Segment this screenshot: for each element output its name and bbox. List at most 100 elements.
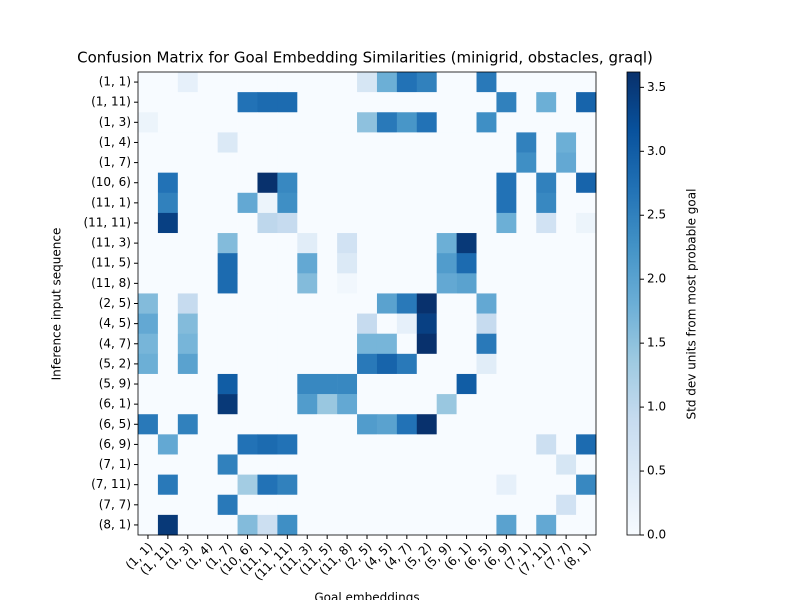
heatmap-cell xyxy=(396,92,418,113)
heatmap-cell xyxy=(297,514,318,536)
heatmap-cell xyxy=(396,353,418,375)
heatmap-cell xyxy=(257,333,278,355)
heatmap-cell xyxy=(496,273,517,294)
heatmap-cell xyxy=(157,132,179,153)
heatmap-cell xyxy=(138,394,159,415)
heatmap-cell xyxy=(317,474,338,496)
heatmap-cell xyxy=(556,132,577,153)
heatmap-cell xyxy=(556,192,577,214)
colorbar-tick-label: 3.0 xyxy=(647,144,666,158)
heatmap-cell xyxy=(157,233,179,254)
heatmap-cell xyxy=(317,293,338,314)
heatmap-cell xyxy=(476,192,497,214)
heatmap-cell xyxy=(297,373,318,395)
heatmap-cell xyxy=(317,233,338,254)
heatmap-cell xyxy=(416,313,437,334)
heatmap-cell xyxy=(516,454,537,475)
heatmap-cell xyxy=(376,172,398,194)
heatmap-cell xyxy=(376,373,398,395)
heatmap-cell xyxy=(177,112,199,133)
heatmap-cell xyxy=(257,353,278,375)
heatmap-cell xyxy=(177,494,199,516)
heatmap-cell xyxy=(476,152,497,173)
heatmap-cell xyxy=(177,373,199,395)
heatmap-cell xyxy=(396,212,418,234)
heatmap-cell xyxy=(217,494,238,516)
heatmap-cell xyxy=(257,454,278,475)
heatmap-cell xyxy=(396,313,418,334)
heatmap-cell xyxy=(197,373,218,395)
heatmap-cell xyxy=(556,72,577,93)
heatmap-cell xyxy=(138,333,159,355)
heatmap-cell xyxy=(456,192,477,214)
heatmap-cell xyxy=(536,172,557,194)
heatmap-cell xyxy=(237,192,258,214)
heatmap-cell xyxy=(217,454,238,475)
heatmap-cell xyxy=(456,394,477,415)
heatmap-cell xyxy=(277,72,298,93)
y-tick-label: (7, 1) xyxy=(99,457,131,471)
heatmap-cell xyxy=(556,92,577,113)
heatmap-cell xyxy=(237,514,258,536)
heatmap-cell xyxy=(277,273,298,294)
heatmap-cell xyxy=(357,253,378,274)
heatmap-cell xyxy=(476,273,497,294)
heatmap-cell xyxy=(416,474,437,496)
heatmap-cell xyxy=(416,233,437,254)
heatmap-cell xyxy=(277,233,298,254)
heatmap-cell xyxy=(456,333,477,355)
heatmap-cell xyxy=(396,373,418,395)
heatmap-cell xyxy=(536,454,557,475)
heatmap-cell xyxy=(177,293,199,314)
heatmap-cell xyxy=(556,394,577,415)
heatmap-cell xyxy=(157,454,179,475)
heatmap-cell xyxy=(496,92,517,113)
heatmap-cell xyxy=(456,434,477,455)
heatmap-cell xyxy=(496,394,517,415)
heatmap-cell xyxy=(217,92,238,113)
heatmap-cell xyxy=(138,494,159,516)
heatmap-cell xyxy=(197,434,218,455)
heatmap-cell xyxy=(297,72,318,93)
y-tick-label: (1, 4) xyxy=(99,135,131,149)
heatmap-cell xyxy=(277,253,298,274)
heatmap-cell xyxy=(197,152,218,173)
heatmap-cell xyxy=(536,132,557,153)
heatmap-cell xyxy=(257,474,278,496)
heatmap-cell xyxy=(277,494,298,516)
heatmap-cell xyxy=(297,394,318,415)
heatmap-cell xyxy=(456,474,477,496)
heatmap-cell xyxy=(177,514,199,536)
heatmap-cell xyxy=(536,192,557,214)
heatmap-cell xyxy=(416,494,437,516)
heatmap-cell xyxy=(456,273,477,294)
heatmap-cell xyxy=(357,353,378,375)
heatmap-cell xyxy=(556,293,577,314)
heatmap-cell xyxy=(556,434,577,455)
heatmap-cell xyxy=(536,414,557,435)
heatmap-cell xyxy=(357,172,378,194)
heatmap-cell xyxy=(217,353,238,375)
heatmap-cell xyxy=(476,373,497,395)
y-tick-label: (5, 2) xyxy=(99,356,131,370)
heatmap-cell xyxy=(138,92,159,113)
heatmap-cell xyxy=(376,233,398,254)
heatmap-cell xyxy=(237,212,258,234)
heatmap-cell xyxy=(337,293,358,314)
heatmap-cell xyxy=(337,333,358,355)
heatmap-cell xyxy=(576,92,597,113)
heatmap-cell xyxy=(177,353,199,375)
heatmap-cell xyxy=(237,112,258,133)
heatmap-cell xyxy=(496,212,517,234)
heatmap-cell xyxy=(376,454,398,475)
y-tick-label: (11, 5) xyxy=(91,256,131,270)
heatmap-cell xyxy=(516,253,537,274)
heatmap-cell xyxy=(516,293,537,314)
heatmap-cell xyxy=(237,132,258,153)
heatmap-cell xyxy=(197,92,218,113)
heatmap-cell xyxy=(576,233,597,254)
heatmap-cell xyxy=(317,373,338,395)
heatmap-cell xyxy=(456,373,477,395)
heatmap-cell xyxy=(237,273,258,294)
heatmap-cell xyxy=(436,474,457,496)
